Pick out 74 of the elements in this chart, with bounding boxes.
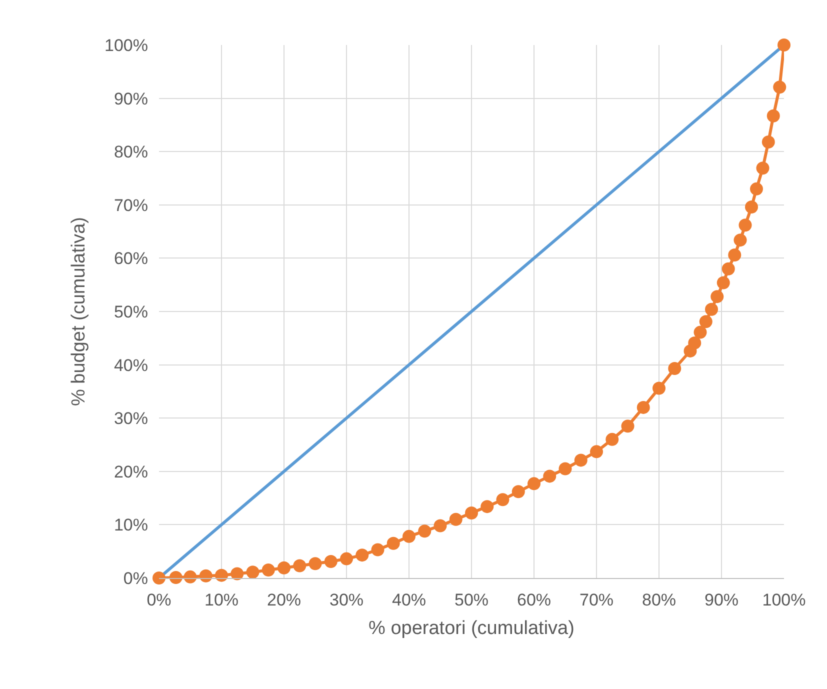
point <box>480 500 494 514</box>
y-tick-label: 60% <box>114 249 148 268</box>
x-tick-label: 90% <box>704 590 739 610</box>
x-tick-label: 70% <box>579 590 614 610</box>
point <box>528 477 540 490</box>
point <box>652 382 666 395</box>
point <box>699 315 712 328</box>
point <box>688 336 702 350</box>
x-tick-label: 0% <box>146 590 172 610</box>
point <box>606 432 619 446</box>
point <box>402 530 416 543</box>
point <box>694 326 707 339</box>
point <box>636 400 650 414</box>
point <box>773 80 786 94</box>
y-axis-title: % budget (cumulativa) <box>68 216 90 406</box>
x-tick-label: 60% <box>516 590 552 610</box>
point <box>356 548 369 562</box>
point <box>750 182 763 196</box>
point <box>705 302 718 316</box>
x-tick-label: 50% <box>454 590 489 610</box>
point <box>621 420 634 433</box>
x-tick-label: 40% <box>392 590 426 610</box>
point <box>308 557 322 570</box>
point <box>745 200 758 214</box>
point <box>465 506 478 520</box>
y-tick-label: 30% <box>114 409 148 428</box>
y-tick-label: 90% <box>114 89 148 108</box>
x-tick-label: 100% <box>762 590 806 610</box>
point <box>668 362 682 376</box>
point <box>278 561 290 574</box>
point <box>169 570 182 584</box>
y-tick-label: 50% <box>114 302 148 322</box>
point <box>762 136 775 149</box>
point <box>246 566 260 579</box>
point <box>734 234 747 247</box>
y-tick-label: 40% <box>114 356 148 375</box>
x-tick-label: 30% <box>329 590 364 610</box>
point <box>262 564 275 577</box>
point <box>293 559 306 572</box>
point <box>496 493 510 506</box>
point <box>543 470 556 483</box>
point <box>340 552 353 566</box>
y-tick-label: 80% <box>114 142 148 162</box>
point <box>756 162 770 175</box>
point <box>728 248 742 262</box>
x-axis-title: % operatori (cumulativa) <box>368 618 574 640</box>
point <box>449 512 462 526</box>
point <box>199 569 212 582</box>
point <box>766 109 780 122</box>
point <box>434 519 447 532</box>
point <box>418 524 432 538</box>
y-tick-label: 0% <box>123 568 148 588</box>
x-tick-label: 80% <box>642 590 676 610</box>
point <box>778 38 790 52</box>
point <box>324 554 338 568</box>
point <box>512 485 525 498</box>
point <box>558 462 572 476</box>
x-tick-label: 20% <box>266 590 302 610</box>
y-tick-label: 70% <box>114 196 148 215</box>
point <box>386 536 400 550</box>
y-tick-label: 10% <box>114 516 148 535</box>
point <box>215 568 228 582</box>
y-tick-label: 20% <box>114 462 148 482</box>
point <box>371 543 384 556</box>
point <box>738 218 752 232</box>
point <box>590 445 603 458</box>
point <box>716 276 730 290</box>
point <box>710 290 724 304</box>
y-tick-label: 100% <box>104 36 148 55</box>
x-tick-label: 10% <box>204 590 239 610</box>
point <box>722 262 735 276</box>
point <box>574 454 588 467</box>
point <box>230 567 244 580</box>
point <box>152 572 166 584</box>
